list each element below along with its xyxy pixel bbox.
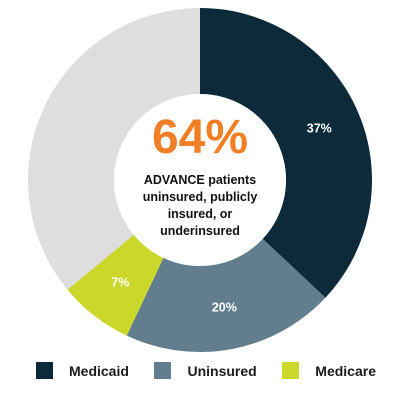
center-callout: 64% ADVANCE patients uninsured, publicly…: [100, 112, 300, 240]
headline-description: ADVANCE patients uninsured, publicly ins…: [142, 173, 258, 238]
legend-item-medicare: Medicare: [282, 362, 376, 379]
slice-uninsured: [126, 238, 326, 352]
legend-swatch-medicaid: [36, 362, 53, 379]
slice-medicaid: [200, 8, 372, 298]
legend-label-uninsured: Uninsured: [187, 362, 257, 379]
slice-remainder: [28, 8, 201, 290]
slice-label-uninsured: 20%: [212, 301, 237, 315]
slice-label-medicaid: 37%: [307, 121, 332, 135]
chart-legend: Medicaid Uninsured Medicare: [36, 362, 376, 379]
donut-chart: 37% 20% 7%: [28, 8, 372, 352]
legend-swatch-medicare: [282, 362, 300, 379]
legend-item-uninsured: Uninsured: [154, 362, 257, 379]
slice-label-medicare: 7%: [111, 276, 129, 290]
donut-hole: [114, 94, 286, 266]
legend-label-medicaid: Medicaid: [69, 362, 129, 379]
slice-medicare: [67, 234, 164, 336]
legend-label-medicare: Medicare: [315, 362, 376, 379]
legend-item-medicaid: Medicaid: [36, 362, 129, 379]
headline-percent: 64%: [151, 111, 249, 164]
legend-swatch-uninsured: [154, 362, 172, 379]
